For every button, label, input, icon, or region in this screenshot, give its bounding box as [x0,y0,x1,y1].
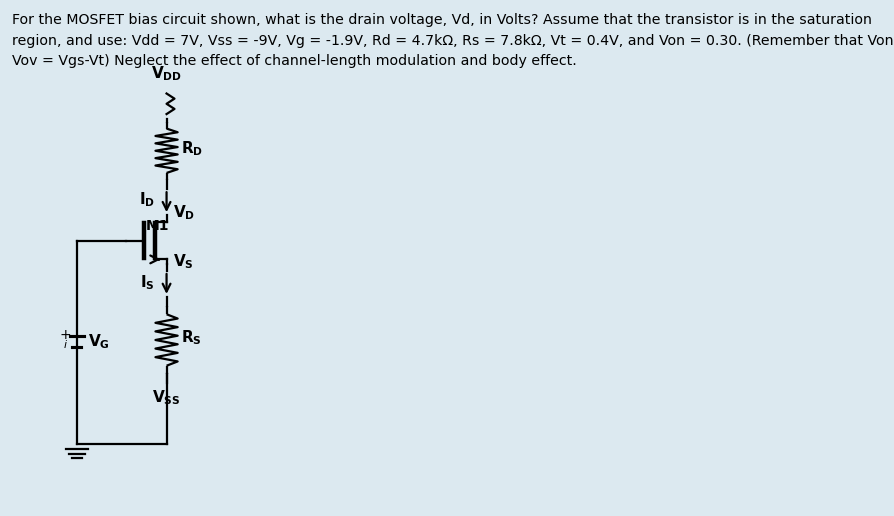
Text: $\mathbf{R_S}$: $\mathbf{R_S}$ [181,328,202,347]
Text: $\mathbf{V_{SS}}$: $\mathbf{V_{SS}}$ [152,388,181,407]
Text: $\mathbf{V_{DD}}$: $\mathbf{V_{DD}}$ [151,64,181,83]
Text: M1: M1 [145,218,169,233]
Text: For the MOSFET bias circuit shown, what is the drain voltage, Vd, in Volts? Assu: For the MOSFET bias circuit shown, what … [12,13,871,27]
Text: $\mathbf{R_D}$: $\mathbf{R_D}$ [181,139,203,158]
Text: $\mathbf{V_S}$: $\mathbf{V_S}$ [173,252,194,271]
Text: region, and use: Vdd = 7V, Vss = -9V, Vg = -1.9V, Rd = 4.7kΩ, Rs = 7.8kΩ, Vt = 0: region, and use: Vdd = 7V, Vss = -9V, Vg… [12,34,894,47]
Text: +: + [59,328,71,342]
Text: $\mathbf{I_D}$: $\mathbf{I_D}$ [139,190,155,209]
Text: $\mathbf{V_G}$: $\mathbf{V_G}$ [88,332,109,350]
Text: $\mathbf{V_D}$: $\mathbf{V_D}$ [173,203,195,222]
Text: i: i [63,340,67,350]
Text: Vov = Vgs-Vt) Neglect the effect of channel-length modulation and body effect.: Vov = Vgs-Vt) Neglect the effect of chan… [12,54,576,68]
Text: $\mathbf{I_S}$: $\mathbf{I_S}$ [139,273,155,292]
